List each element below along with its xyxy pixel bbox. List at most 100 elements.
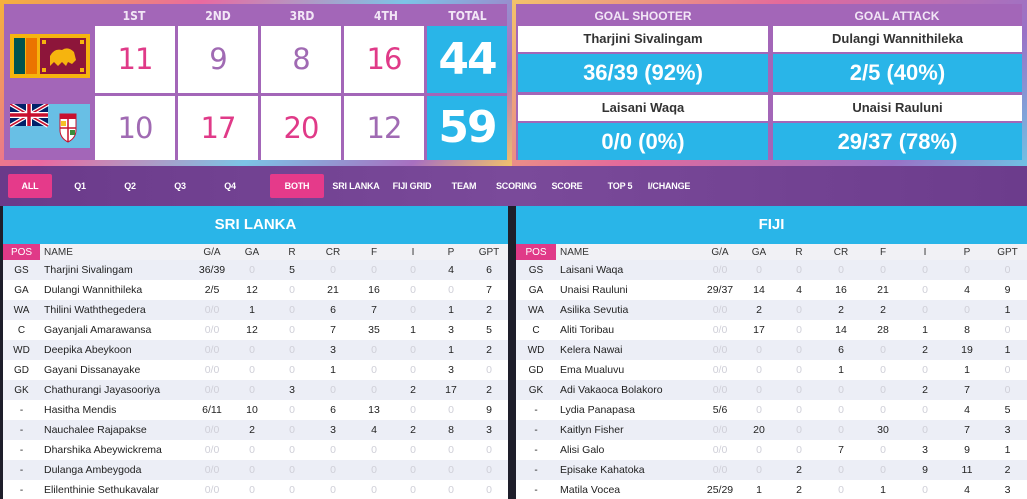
filter-team-stats[interactable]: TEAM STATS bbox=[450, 181, 477, 215]
filter-q2[interactable]: Q2 bbox=[124, 181, 136, 191]
filter-q4[interactable]: Q4 bbox=[224, 181, 236, 191]
table-row[interactable]: - Nauchalee Rajapakse 0/0 2 0 3 4 2 8 3 bbox=[3, 420, 508, 440]
stat-cell: 3 bbox=[432, 320, 470, 340]
table-row[interactable]: - Dulanga Ambeygoda 0/0 0 0 0 0 0 0 0 bbox=[3, 460, 508, 480]
stat-cell: 0 bbox=[354, 460, 394, 480]
stat-cell: 36/39 bbox=[192, 260, 232, 280]
column-header[interactable]: I bbox=[394, 244, 432, 260]
stat-cell: 2 bbox=[470, 380, 508, 400]
column-header[interactable]: POS bbox=[3, 244, 40, 260]
filter-score-flow[interactable]: SCORE FLOW bbox=[551, 181, 583, 215]
sri-lanka-q2-score: 9 bbox=[178, 26, 258, 93]
column-header[interactable]: POS bbox=[516, 244, 556, 260]
stat-cell: 2 bbox=[394, 380, 432, 400]
column-header[interactable]: G/A bbox=[192, 244, 232, 260]
table-row[interactable]: - Matila Vocea 25/29 1 2 0 1 0 4 3 bbox=[516, 480, 1027, 499]
filter-all[interactable]: ALL bbox=[8, 174, 52, 198]
column-header[interactable]: R bbox=[778, 244, 820, 260]
stat-cell: 2 bbox=[778, 460, 820, 480]
filter-top-5[interactable]: TOP 5 bbox=[607, 181, 633, 191]
stat-cell: 0 bbox=[272, 340, 312, 360]
table-row[interactable]: C Gayanjali Amarawansa 0/0 12 0 7 35 1 3 5 bbox=[3, 320, 508, 340]
stat-cell: 9 bbox=[470, 400, 508, 420]
stat-cell: 0 bbox=[232, 480, 272, 499]
column-header[interactable]: F bbox=[862, 244, 904, 260]
position-cell: GA bbox=[516, 280, 556, 300]
filter-interchange[interactable]: I/CHANGE bbox=[647, 181, 691, 191]
filter-q1[interactable]: Q1 bbox=[74, 181, 86, 191]
stat-cell: 0/0 bbox=[192, 340, 232, 360]
column-header[interactable]: GA bbox=[740, 244, 778, 260]
stat-cell: 0 bbox=[740, 340, 778, 360]
table-row[interactable]: GD Ema Mualuvu 0/0 0 0 1 0 0 1 0 bbox=[516, 360, 1027, 380]
table-row[interactable]: WA Thilini Waththegedera 0/0 1 0 6 7 0 1 2 bbox=[3, 300, 508, 320]
stat-cell: 21 bbox=[312, 280, 354, 300]
table-row[interactable]: GK Adi Vakaoca Bolakoro 0/0 0 0 0 0 2 7 0 bbox=[516, 380, 1027, 400]
stat-cell: 0 bbox=[988, 380, 1027, 400]
table-row[interactable]: GA Unaisi Rauluni 29/37 14 4 16 21 0 4 9 bbox=[516, 280, 1027, 300]
table-row[interactable]: WD Kelera Nawai 0/0 0 0 6 0 2 19 1 bbox=[516, 340, 1027, 360]
goal-shooter-stat-1: 36/39 (92%) bbox=[518, 54, 768, 92]
table-row[interactable]: WD Deepika Abeykoon 0/0 0 0 3 0 0 1 2 bbox=[3, 340, 508, 360]
table-row[interactable]: GS Laisani Waqa 0/0 0 0 0 0 0 0 0 bbox=[516, 260, 1027, 280]
column-header[interactable]: NAME bbox=[556, 244, 700, 260]
table-row[interactable]: - Kaitlyn Fisher 0/0 20 0 0 30 0 7 3 bbox=[516, 420, 1027, 440]
stat-cell: 0 bbox=[862, 400, 904, 420]
fiji-table: POS NAME G/A GA R CR F I P GPT GS Laisani… bbox=[516, 244, 1027, 499]
table-row[interactable]: - Alisi Galo 0/0 0 0 7 0 3 9 1 bbox=[516, 440, 1027, 460]
stat-cell: 17 bbox=[740, 320, 778, 340]
table-row[interactable]: GD Gayani Dissanayake 0/0 0 0 1 0 0 3 0 bbox=[3, 360, 508, 380]
filter-q3[interactable]: Q3 bbox=[174, 181, 186, 191]
player-name-cell: Deepika Abeykoon bbox=[40, 340, 192, 360]
column-header[interactable]: CR bbox=[312, 244, 354, 260]
column-header[interactable]: R bbox=[272, 244, 312, 260]
filter-sri-lanka-grid[interactable]: SRI LANKA GRID bbox=[332, 181, 380, 215]
stat-cell: 0 bbox=[312, 460, 354, 480]
stat-cell: 5/6 bbox=[700, 400, 740, 420]
table-row[interactable]: GS Tharjini Sivalingam 36/39 0 5 0 0 0 4 6 bbox=[3, 260, 508, 280]
stat-cell: 0 bbox=[778, 440, 820, 460]
stat-cell: 1 bbox=[988, 340, 1027, 360]
stat-cell: 2 bbox=[232, 420, 272, 440]
column-header[interactable]: P bbox=[946, 244, 988, 260]
column-header[interactable]: I bbox=[904, 244, 946, 260]
column-header[interactable]: GPT bbox=[470, 244, 508, 260]
table-row[interactable]: WA Asilika Sevutia 0/0 2 0 2 2 0 0 1 bbox=[516, 300, 1027, 320]
stat-cell: 30 bbox=[862, 420, 904, 440]
stat-cell: 0/0 bbox=[700, 320, 740, 340]
stat-cell: 7 bbox=[354, 300, 394, 320]
table-row[interactable]: GK Chathurangi Jayasooriya 0/0 0 3 0 0 2 17 2 bbox=[3, 380, 508, 400]
filter-fiji-grid[interactable]: FIJI GRID bbox=[392, 181, 432, 191]
fiji-q3-score: 20 bbox=[261, 96, 341, 160]
table-row[interactable]: - Episake Kahatoka 0/0 0 2 0 0 9 11 2 bbox=[516, 460, 1027, 480]
column-header[interactable]: P bbox=[432, 244, 470, 260]
table-row[interactable]: - Lydia Panapasa 5/6 0 0 0 0 0 4 5 bbox=[516, 400, 1027, 420]
stat-cell: 6 bbox=[820, 340, 862, 360]
column-header[interactable]: CR bbox=[820, 244, 862, 260]
table-row[interactable]: - Hasitha Mendis 6/11 10 0 6 13 0 0 9 bbox=[3, 400, 508, 420]
table-row[interactable]: - Elilenthinie Sethukavalar 0/0 0 0 0 0 0 0 0 bbox=[3, 480, 508, 499]
stat-cell: 0 bbox=[232, 440, 272, 460]
table-row[interactable]: GA Dulangi Wannithileka 2/5 12 0 21 16 0 0 7 bbox=[3, 280, 508, 300]
stat-cell: 0 bbox=[354, 480, 394, 499]
stat-cell: 3 bbox=[312, 420, 354, 440]
column-header[interactable]: GPT bbox=[988, 244, 1027, 260]
stat-cell: 0/0 bbox=[700, 260, 740, 280]
column-header[interactable]: F bbox=[354, 244, 394, 260]
filter-scoring[interactable]: SCORING bbox=[496, 181, 537, 191]
column-header[interactable]: NAME bbox=[40, 244, 192, 260]
stat-cell: 3 bbox=[988, 480, 1027, 499]
table-row[interactable]: C Aliti Toribau 0/0 17 0 14 28 1 8 0 bbox=[516, 320, 1027, 340]
stat-cell: 17 bbox=[432, 380, 470, 400]
column-header[interactable]: GA bbox=[232, 244, 272, 260]
position-cell: WD bbox=[516, 340, 556, 360]
stat-cell: 0 bbox=[740, 360, 778, 380]
stat-cell: 2 bbox=[904, 340, 946, 360]
stat-cell: 0 bbox=[432, 460, 470, 480]
stat-cell: 0 bbox=[432, 400, 470, 420]
stat-cell: 0 bbox=[946, 260, 988, 280]
stat-cell: 0 bbox=[272, 400, 312, 420]
column-header[interactable]: G/A bbox=[700, 244, 740, 260]
table-row[interactable]: - Dharshika Abeywickrema 0/0 0 0 0 0 0 0 0 bbox=[3, 440, 508, 460]
